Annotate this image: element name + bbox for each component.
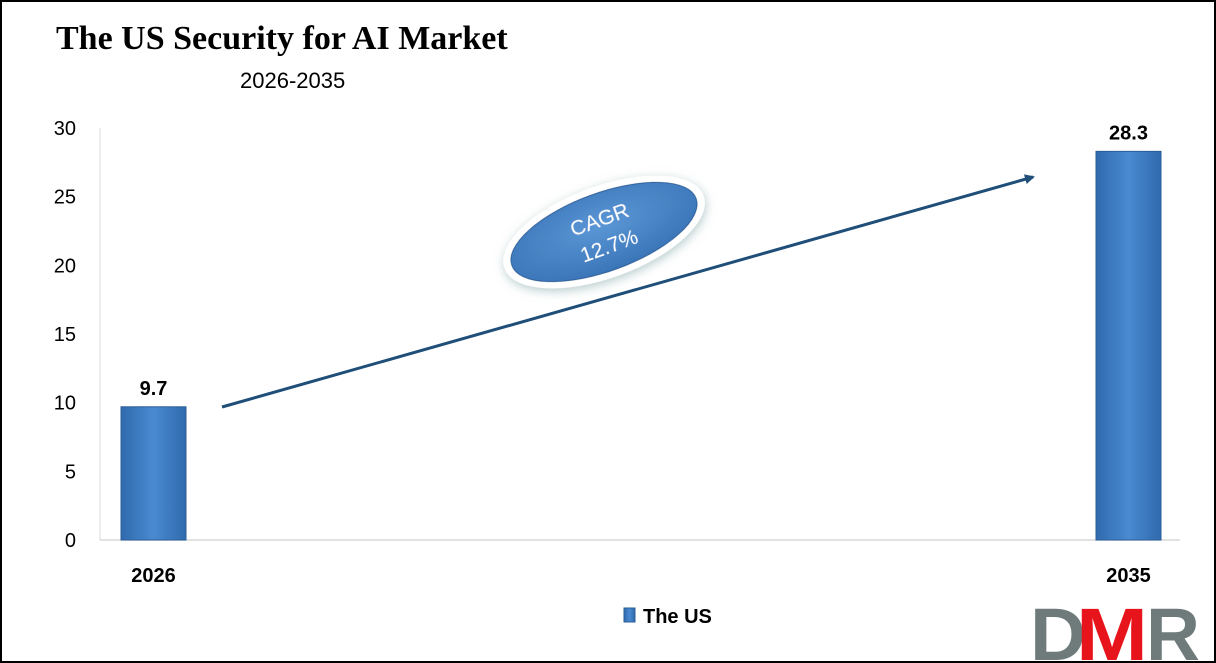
legend-label[interactable]: The US — [643, 606, 712, 628]
y-tick-label: 20 — [54, 255, 76, 277]
y-tick-label: 15 — [54, 324, 76, 346]
data-label: 9.7 — [140, 378, 168, 400]
legend-swatch — [623, 607, 636, 623]
bar-2026 — [120, 406, 187, 541]
y-tick-label: 30 — [54, 118, 76, 140]
cagr-ellipse: CAGR 12.7% — [503, 175, 705, 289]
y-tick-label: 5 — [65, 461, 76, 483]
chart-subtitle: 2026-2035 — [240, 68, 346, 93]
y-tick-label: 10 — [54, 393, 76, 415]
dmr-logo: D M R — [1030, 593, 1200, 663]
y-tick-label: 0 — [65, 530, 76, 552]
logo-m: M — [1076, 593, 1148, 663]
y-axis: 0 5 10 15 20 25 30 — [54, 118, 1180, 552]
bars: 9.7 2026 28.3 2035 — [120, 122, 1162, 587]
cagr-arrow — [221, 174, 1035, 409]
bar-2035 — [1095, 150, 1162, 541]
logo-r: R — [1146, 593, 1200, 663]
logo-d: D — [1030, 593, 1086, 663]
data-label: 28.3 — [1109, 122, 1148, 144]
y-tick-label: 25 — [54, 187, 76, 209]
x-tick-label: 2035 — [1106, 565, 1151, 587]
legend: The US — [623, 606, 712, 628]
chart-title: The US Security for AI Market — [56, 20, 508, 57]
x-tick-label: 2026 — [131, 565, 176, 587]
